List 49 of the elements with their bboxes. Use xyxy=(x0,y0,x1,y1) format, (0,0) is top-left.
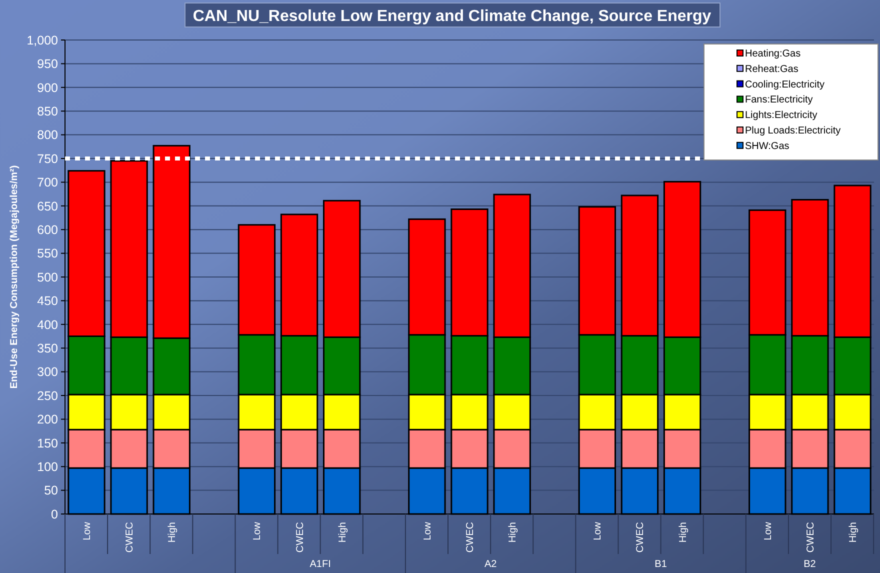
x-tick-label: CWEC xyxy=(294,522,306,553)
y-tick-label: 650 xyxy=(37,199,58,214)
x-tick-label: High xyxy=(508,522,519,543)
x-tick-label: High xyxy=(848,522,860,543)
x-tick-label: CWEC xyxy=(635,522,646,553)
y-tick-label: 200 xyxy=(37,412,58,427)
y-tick-label: 500 xyxy=(37,270,58,284)
y-tick-label: 0 xyxy=(51,507,58,522)
legend-label: Lights:Electricity xyxy=(745,110,818,122)
y-tick-label: 250 xyxy=(37,388,58,403)
y-tick-label: 550 xyxy=(37,246,58,261)
y-tick-label: 950 xyxy=(37,57,58,72)
y-tick-label: 450 xyxy=(37,294,58,308)
x-tick-label: Low xyxy=(592,521,604,540)
y-tick-label: 700 xyxy=(37,176,58,190)
y-tick-label: 50 xyxy=(44,484,58,498)
legend-label: Cooling:Electricity xyxy=(745,79,824,90)
x-tick-label: CWEC xyxy=(465,522,476,553)
legend-label: Reheat:Gas xyxy=(745,64,798,75)
y-tick-label: 850 xyxy=(37,104,58,118)
x-tick-label: Low xyxy=(762,521,774,540)
x-tick-label: CWEC xyxy=(124,522,136,553)
y-tick-label: 100 xyxy=(37,460,58,474)
text: A2 xyxy=(484,559,498,570)
y-tick-label: 150 xyxy=(37,436,58,450)
x-tick-label: Low xyxy=(422,521,434,540)
y-tick-label: 1,000 xyxy=(26,33,58,48)
text: B1 xyxy=(654,559,668,570)
legend-label: SHW:Gas xyxy=(745,140,790,152)
y-tick-label: 600 xyxy=(37,222,58,237)
y-tick-label: 750 xyxy=(37,152,58,166)
x-tick-label: High xyxy=(167,522,178,543)
y-tick-label: 350 xyxy=(37,341,58,356)
y-tick-label: 800 xyxy=(37,128,58,142)
y-axis-title: End-Use Energy Consumption (Megajoules/m²) xyxy=(9,165,20,389)
x-tick-label: High xyxy=(678,522,689,543)
x-tick-label: Low xyxy=(252,521,264,540)
y-tick-label: 400 xyxy=(37,318,58,332)
legend-label: Fans:Electricity xyxy=(745,94,813,106)
chart-title: CAN_NU_Resolute Low Energy and Climate Change, Source Energy xyxy=(192,8,712,25)
x-tick-label: CWEC xyxy=(805,522,816,553)
y-tick-label: 900 xyxy=(37,80,58,95)
text: A1FI xyxy=(310,559,331,570)
legend-label: Plug Loads:Electricity xyxy=(745,126,841,136)
x-tick-label: High xyxy=(337,522,348,543)
legend-label: Heating:Gas xyxy=(745,48,801,60)
text: B2 xyxy=(804,559,816,570)
y-tick-label: 300 xyxy=(37,365,58,380)
x-tick-label: Low xyxy=(82,521,93,540)
